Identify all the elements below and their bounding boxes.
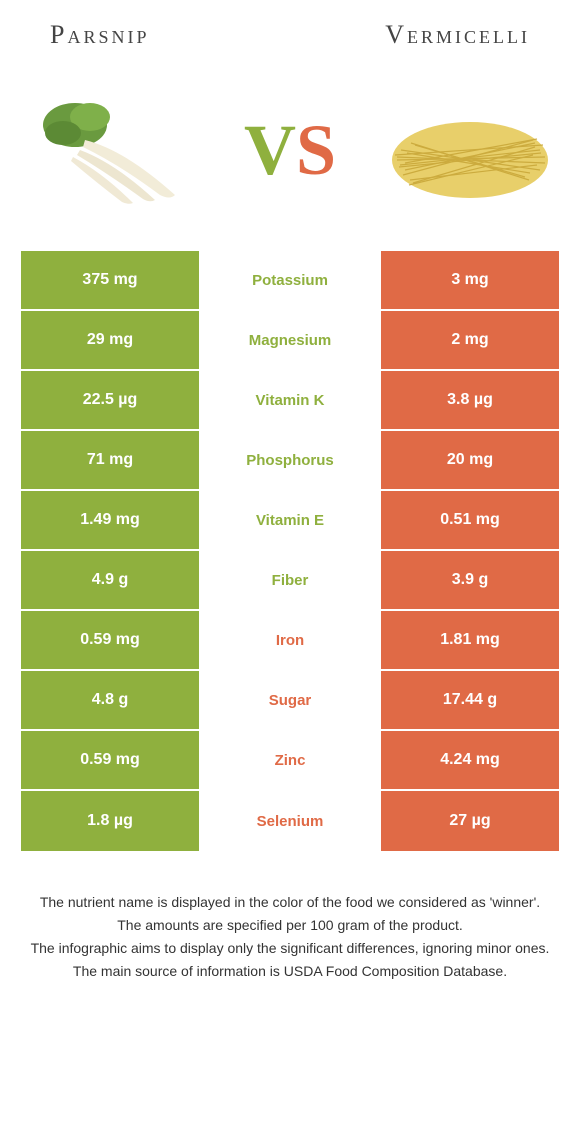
table-row: 29 mgMagnesium2 mg bbox=[21, 311, 559, 371]
table-row: 71 mgPhosphorus20 mg bbox=[21, 431, 559, 491]
nutrient-label: Fiber bbox=[201, 551, 379, 609]
nutrient-label: Magnesium bbox=[201, 311, 379, 369]
nutrient-label: Zinc bbox=[201, 731, 379, 789]
nutrient-label: Vitamin E bbox=[201, 491, 379, 549]
table-row: 1.49 mgVitamin E0.51 mg bbox=[21, 491, 559, 551]
vs-s: S bbox=[296, 110, 336, 190]
right-value: 1.81 mg bbox=[379, 611, 559, 669]
right-value: 20 mg bbox=[379, 431, 559, 489]
table-row: 1.8 µgSelenium27 µg bbox=[21, 791, 559, 851]
footer-line-3: The infographic aims to display only the… bbox=[30, 938, 550, 959]
left-value: 1.8 µg bbox=[21, 791, 201, 851]
left-value: 0.59 mg bbox=[21, 731, 201, 789]
table-row: 4.9 gFiber3.9 g bbox=[21, 551, 559, 611]
vs-label: VS bbox=[244, 109, 336, 192]
hero-row: VS bbox=[0, 60, 580, 250]
right-value: 0.51 mg bbox=[379, 491, 559, 549]
table-row: 4.8 gSugar17.44 g bbox=[21, 671, 559, 731]
nutrient-label: Iron bbox=[201, 611, 379, 669]
right-value: 4.24 mg bbox=[379, 731, 559, 789]
left-food-title: Parsnip bbox=[50, 20, 149, 50]
header: Parsnip Vermicelli bbox=[0, 0, 580, 60]
footer-line-2: The amounts are specified per 100 gram o… bbox=[30, 915, 550, 936]
left-value: 71 mg bbox=[21, 431, 201, 489]
nutrient-table: 375 mgPotassium3 mg29 mgMagnesium2 mg22.… bbox=[20, 250, 560, 852]
table-row: 22.5 µgVitamin K3.8 µg bbox=[21, 371, 559, 431]
right-value: 3 mg bbox=[379, 251, 559, 309]
nutrient-label: Sugar bbox=[201, 671, 379, 729]
left-value: 4.9 g bbox=[21, 551, 201, 609]
nutrient-label: Selenium bbox=[201, 791, 379, 851]
left-value: 375 mg bbox=[21, 251, 201, 309]
left-value: 1.49 mg bbox=[21, 491, 201, 549]
left-value: 29 mg bbox=[21, 311, 201, 369]
left-value: 0.59 mg bbox=[21, 611, 201, 669]
footer-line-1: The nutrient name is displayed in the co… bbox=[30, 892, 550, 913]
right-food-title: Vermicelli bbox=[385, 20, 530, 50]
right-value: 2 mg bbox=[379, 311, 559, 369]
left-value: 4.8 g bbox=[21, 671, 201, 729]
right-value: 17.44 g bbox=[379, 671, 559, 729]
nutrient-label: Potassium bbox=[201, 251, 379, 309]
vs-v: V bbox=[244, 110, 296, 190]
nutrient-label: Vitamin K bbox=[201, 371, 379, 429]
footer-notes: The nutrient name is displayed in the co… bbox=[30, 892, 550, 982]
right-value: 3.8 µg bbox=[379, 371, 559, 429]
right-value: 3.9 g bbox=[379, 551, 559, 609]
left-value: 22.5 µg bbox=[21, 371, 201, 429]
nutrient-label: Phosphorus bbox=[201, 431, 379, 489]
parsnip-image bbox=[20, 90, 200, 210]
right-value: 27 µg bbox=[379, 791, 559, 851]
table-row: 0.59 mgZinc4.24 mg bbox=[21, 731, 559, 791]
vermicelli-image bbox=[380, 90, 560, 210]
table-row: 0.59 mgIron1.81 mg bbox=[21, 611, 559, 671]
table-row: 375 mgPotassium3 mg bbox=[21, 251, 559, 311]
footer-line-4: The main source of information is USDA F… bbox=[30, 961, 550, 982]
